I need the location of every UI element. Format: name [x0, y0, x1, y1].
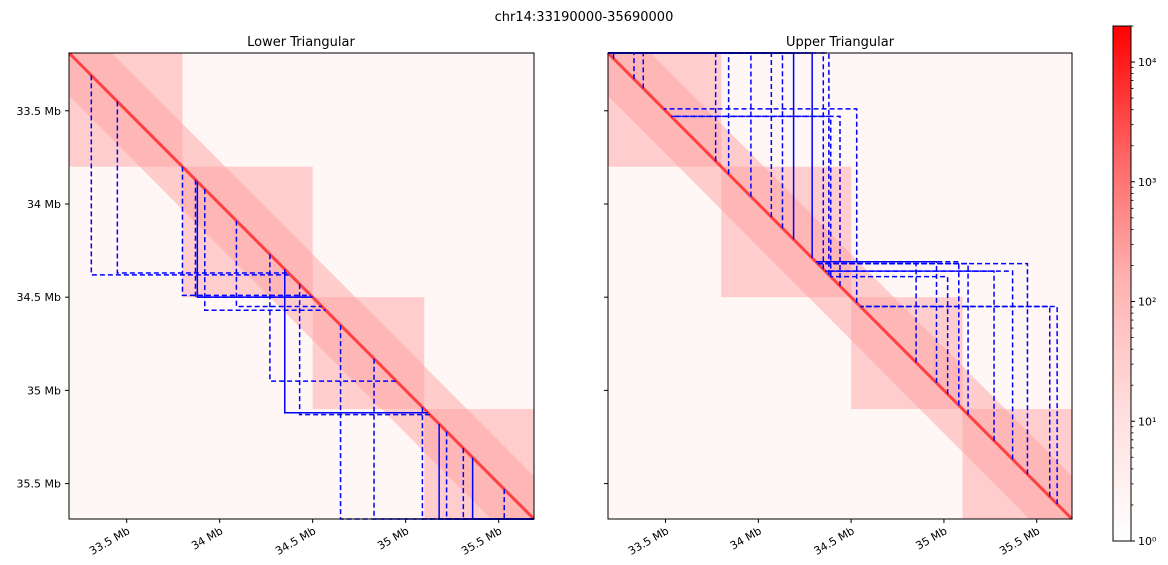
domain-boundary: [90, 75, 291, 276]
colorbar: 10⁰ 10¹ 10² 10³ 10⁴: [1112, 25, 1157, 548]
x-tick-label: 35.5 Mb: [997, 524, 1042, 557]
x-tick-label: 34 Mb: [728, 524, 764, 552]
y-tick-label: 35 Mb: [27, 384, 61, 397]
x-tick-label: 34.5 Mb: [273, 524, 318, 557]
panel-title: Lower Triangular: [247, 35, 355, 50]
domain-boundary: [235, 220, 322, 308]
y-axis: [604, 110, 608, 485]
x-tick-label: 33.5 Mb: [87, 524, 132, 557]
main-diagonal: [67, 51, 536, 521]
upper-triangular-panel: Upper Triangular 33.5 Mb 34 Mb 34.5 Mb 35 M…: [604, 35, 1074, 558]
y-tick-label: 34 Mb: [27, 198, 61, 211]
y-tick-label: 35.5 Mb: [17, 478, 61, 491]
domain-boundary: [181, 166, 311, 297]
lower-triangular-panel: Lower Triangular 33.5 Mb 34 Mb 34.5 Mb 35 M…: [17, 35, 536, 558]
domain-boundary: [671, 115, 841, 286]
domain-boundary: [284, 269, 428, 414]
x-axis: 33.5 Mb 34 Mb 34.5 Mb 35 Mb 35.5 Mb: [87, 519, 504, 558]
colorbar-tick-label: 10⁴: [1138, 56, 1157, 69]
x-tick-label: 33.5 Mb: [626, 524, 671, 557]
panel-title: Upper Triangular: [786, 35, 895, 50]
domain-boundary: [825, 270, 995, 441]
x-tick-label: 35 Mb: [914, 524, 950, 552]
domain-boundary: [663, 108, 858, 303]
domain-boundary: [825, 270, 1014, 460]
y-axis: 33.5 Mb 34 Mb 34.5 Mb 35 Mb 35.5 Mb: [17, 105, 69, 491]
colorbar-tick-label: 10³: [1138, 176, 1156, 189]
colorbar-gradient: [1112, 25, 1132, 542]
domain-boundary: [830, 275, 949, 395]
domain-boundary: [196, 181, 313, 298]
colorbar-ticks: 10⁰ 10¹ 10² 10³ 10⁴: [1131, 25, 1157, 548]
domain-boundary: [269, 254, 397, 382]
domain-boundary: [817, 262, 1029, 475]
y-tick-label: 33.5 Mb: [17, 105, 61, 118]
x-tick-label: 35.5 Mb: [459, 524, 504, 557]
figure-title: chr14:33190000-35690000: [495, 10, 674, 25]
colorbar-tick-label: 10¹: [1138, 415, 1156, 428]
x-tick-label: 34 Mb: [189, 524, 225, 552]
contact-heatmap: [67, 51, 536, 521]
x-tick-label: 35 Mb: [375, 524, 411, 552]
x-tick-label: 34.5 Mb: [812, 524, 857, 557]
colorbar-tick-label: 10⁰: [1138, 535, 1157, 548]
x-axis: 33.5 Mb 34 Mb 34.5 Mb 35 Mb 35.5 Mb: [626, 519, 1042, 558]
colorbar-tick-label: 10²: [1138, 296, 1156, 309]
y-tick-label: 34.5 Mb: [17, 291, 61, 304]
domain-boundary: [116, 101, 289, 274]
plot-frame: [68, 52, 535, 520]
domain-boundary: [860, 305, 1058, 505]
domain-boundary: [298, 284, 430, 416]
domain-boundary: [815, 261, 938, 383]
plot-frame: [607, 52, 1073, 520]
